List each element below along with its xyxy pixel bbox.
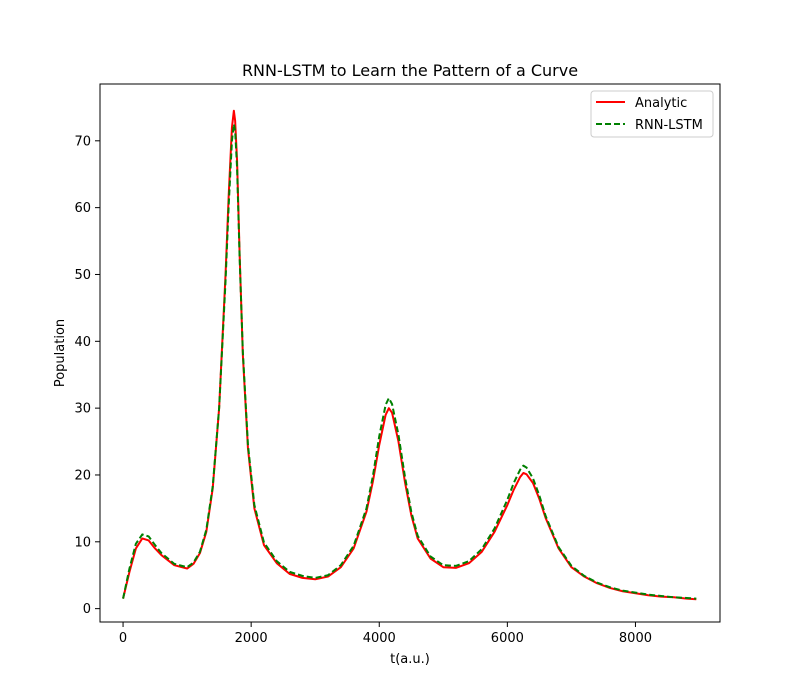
series-layer (122, 109, 697, 601)
y-tick-label: 70 (74, 134, 91, 149)
y-tick-label: 60 (74, 201, 91, 216)
x-axis-label: t(a.u.) (390, 652, 430, 667)
legend-label-rnn-lstm: RNN-LSTM (635, 118, 703, 133)
x-tick-label: 2000 (235, 631, 268, 646)
y-tick-label: 0 (83, 602, 91, 617)
y-tick-label: 10 (74, 535, 91, 550)
y-tick-label: 20 (74, 468, 91, 483)
y-tick-label: 50 (74, 268, 91, 283)
y-axis: 0 10 20 30 40 50 60 70 (74, 134, 100, 617)
legend: Analytic RNN-LSTM (590, 90, 714, 138)
chart-title: RNN-LSTM to Learn the Pattern of a Curve (242, 61, 578, 80)
y-axis-label: Population (53, 319, 68, 387)
plot-area (99, 83, 721, 623)
legend-label-analytic: Analytic (635, 96, 687, 111)
x-tick-label: 6000 (491, 631, 524, 646)
y-tick-label: 30 (74, 402, 91, 417)
x-tick-label: 0 (119, 631, 127, 646)
y-tick-label: 40 (74, 335, 91, 350)
x-tick-label: 8000 (619, 631, 652, 646)
x-tick-label: 4000 (363, 631, 396, 646)
series-line-rnn-lstm (122, 123, 697, 600)
x-axis: 0 2000 4000 6000 8000 (119, 622, 652, 646)
axes-frame (99, 83, 721, 623)
